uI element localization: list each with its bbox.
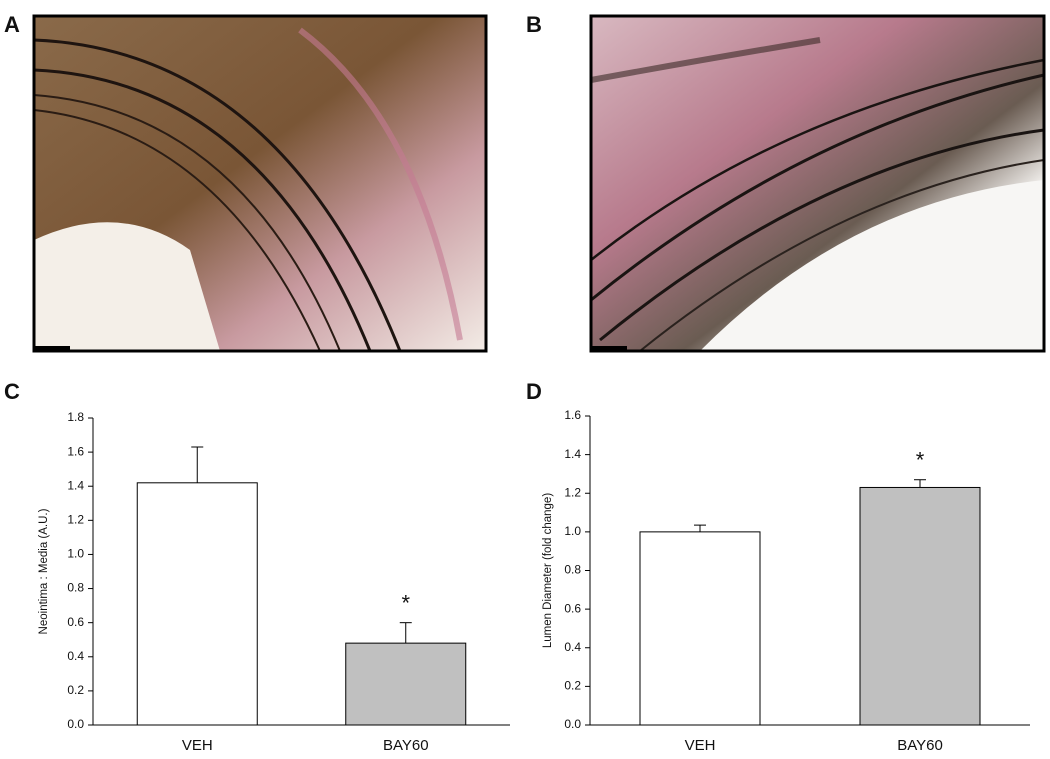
y-tick-label: 1.2: [564, 485, 581, 499]
y-tick-label: 1.0: [67, 547, 84, 561]
y-tick-label: 0.0: [564, 717, 581, 731]
panel-label: A: [4, 12, 20, 37]
y-axis-label: Neointima : Media (A.U.): [38, 508, 50, 634]
x-tick-label: VEH: [182, 737, 213, 754]
significance-mark: *: [401, 590, 410, 615]
panel-label: B: [526, 12, 542, 37]
panel-label: D: [526, 379, 542, 404]
y-tick-label: 0.8: [564, 563, 581, 577]
significance-mark: *: [916, 448, 925, 473]
x-tick-label: BAY60: [897, 737, 943, 754]
y-tick-label: 1.6: [67, 444, 84, 458]
y-tick-label: 0.8: [67, 581, 84, 595]
y-tick-label: 1.0: [564, 524, 581, 538]
y-tick-label: 1.4: [67, 478, 84, 492]
y-tick-label: 0.4: [67, 649, 84, 663]
y-tick-label: 1.6: [564, 408, 581, 422]
y-tick-label: 1.2: [67, 513, 84, 527]
bar: [639, 531, 761, 726]
y-tick-label: 1.8: [67, 410, 84, 424]
y-tick-label: 0.2: [564, 679, 581, 693]
bar: [345, 642, 467, 726]
y-axis-label: Lumen Diameter (fold change): [542, 493, 554, 648]
x-tick-label: BAY60: [383, 737, 429, 754]
y-tick-label: 0.0: [67, 717, 84, 731]
bar: [859, 486, 981, 726]
x-tick-label: VEH: [685, 737, 716, 754]
y-tick-label: 0.4: [564, 640, 581, 654]
y-tick-label: 1.4: [564, 447, 581, 461]
panel-label: C: [4, 379, 20, 404]
y-tick-label: 0.6: [564, 601, 581, 615]
micrograph-b: [589, 14, 1046, 353]
micrograph-a: [32, 14, 488, 353]
bar: [136, 482, 258, 726]
y-tick-label: 0.2: [67, 683, 84, 697]
y-tick-label: 0.6: [67, 615, 84, 629]
